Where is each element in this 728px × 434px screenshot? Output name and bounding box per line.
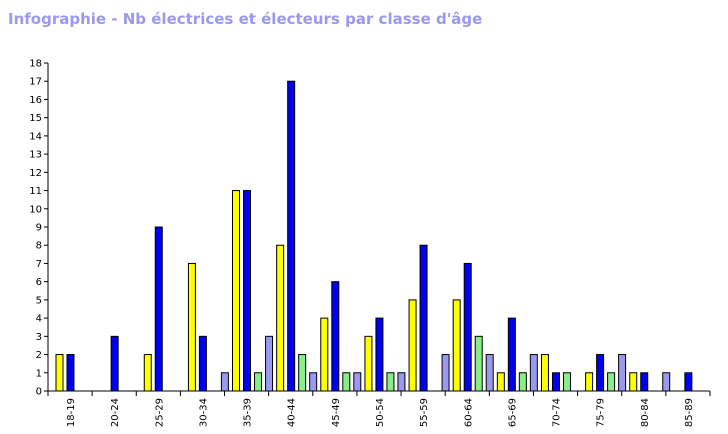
x-tick-label: 80-84 (640, 398, 651, 427)
bar-50-54-series-1 (364, 335, 373, 392)
bar-70-74-series-1 (540, 354, 549, 392)
y-tick-label: 6 (36, 277, 42, 288)
y-tick-label: 16 (29, 95, 42, 106)
y-tick-label: 13 (29, 150, 42, 161)
bar-30-34-series-4 (220, 372, 229, 392)
bar-55-59-series-1 (408, 299, 417, 392)
y-tick-label: 12 (29, 168, 42, 179)
bar-80-84-series-1 (629, 372, 638, 392)
bar-50-54-series-4 (397, 372, 406, 392)
bar-45-49-series-3 (342, 372, 351, 392)
y-tick-label: 14 (29, 131, 42, 142)
bar-30-34-series-2 (198, 335, 207, 392)
bar-65-69-series-3 (518, 372, 527, 392)
y-tick-label: 1 (36, 368, 42, 379)
bar-35-39-series-3 (254, 372, 263, 392)
bar-65-69-series-2 (507, 317, 516, 392)
bar-25-29-series-1 (143, 354, 152, 392)
x-tick-label: 25-29 (154, 398, 165, 427)
y-tick-label: 11 (29, 186, 42, 197)
x-tick-label: 35-39 (243, 398, 254, 427)
x-tick-label: 20-24 (110, 398, 121, 427)
bar-75-79-series-1 (585, 372, 594, 392)
bar-40-44-series-3 (298, 354, 307, 392)
bar-35-39-series-2 (243, 190, 252, 392)
bar-75-79-series-2 (596, 354, 605, 392)
y-tick-label: 3 (36, 332, 42, 343)
bar-75-79-series-3 (607, 372, 616, 392)
y-tick-label: 17 (29, 77, 42, 88)
y-tick-label: 18 (29, 59, 42, 70)
x-tick-label: 55-59 (419, 398, 430, 427)
x-tick-label: 40-44 (287, 398, 298, 427)
y-tick-label: 0 (36, 387, 42, 398)
bar-70-74-series-3 (562, 372, 571, 392)
bar-55-59-series-2 (419, 244, 428, 392)
bar-60-64-series-3 (474, 335, 483, 392)
y-tick-label: 10 (29, 204, 42, 215)
bar-18-19-series-1 (55, 354, 64, 392)
y-tick-label: 5 (36, 295, 42, 306)
bar-80-84-series-4 (662, 372, 671, 392)
bar-25-29-series-2 (154, 226, 163, 392)
x-tick-label: 45-49 (331, 398, 342, 427)
y-tick-label: 4 (36, 314, 42, 325)
bar-18-19-series-2 (66, 354, 75, 392)
bar-65-69-series-1 (496, 372, 505, 392)
y-tick-label: 9 (36, 223, 42, 234)
bar-60-64-series-2 (463, 262, 472, 392)
bar-35-39-series-1 (232, 190, 241, 392)
x-tick-label: 85-89 (684, 398, 695, 427)
x-tick-label: 60-64 (463, 398, 474, 427)
y-tick-label: 2 (36, 350, 42, 361)
bar-70-74-series-2 (551, 372, 560, 392)
bar-80-84-series-2 (640, 372, 649, 392)
bars-layer (55, 80, 693, 392)
bar-40-44-series-2 (287, 80, 296, 392)
y-tick-label: 8 (36, 241, 42, 252)
bar-55-59-series-4 (441, 354, 450, 392)
bar-85-89-series-2 (684, 372, 693, 392)
x-tick-label: 75-79 (596, 398, 607, 427)
x-tick-label: 50-54 (375, 398, 386, 427)
bar-45-49-series-4 (353, 372, 362, 392)
bar-30-34-series-1 (187, 262, 196, 392)
bar-40-44-series-1 (276, 244, 285, 392)
bar-65-69-series-4 (529, 354, 538, 392)
x-tick-label: 70-74 (552, 398, 563, 427)
y-tick-label: 7 (36, 259, 42, 270)
bar-50-54-series-3 (386, 372, 395, 392)
x-tick-label: 65-69 (507, 398, 518, 427)
bar-35-39-series-4 (265, 335, 274, 392)
bar-50-54-series-2 (375, 317, 384, 392)
bar-75-79-series-4 (618, 354, 627, 392)
y-tick-label: 15 (29, 113, 42, 124)
bar-60-64-series-4 (485, 354, 494, 392)
bar-20-24-series-2 (110, 335, 119, 392)
chart-title: Infographie - Nb électrices et électeurs… (8, 10, 483, 28)
bar-40-44-series-4 (309, 372, 318, 392)
x-tick-label: 30-34 (198, 398, 209, 427)
bar-60-64-series-1 (452, 299, 461, 392)
x-tick-label: 18-19 (66, 398, 77, 427)
bar-45-49-series-1 (320, 317, 329, 392)
bar-45-49-series-2 (331, 281, 340, 392)
